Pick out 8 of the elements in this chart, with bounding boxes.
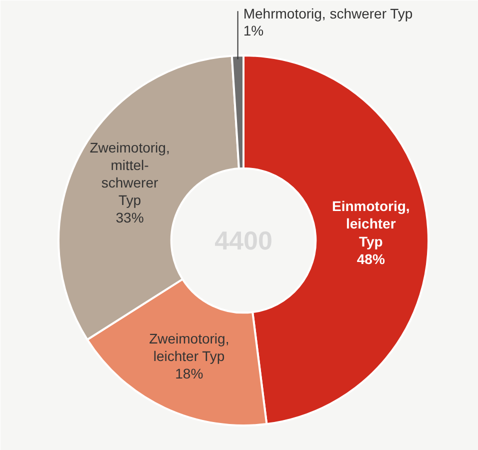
slice-label: Zweimotorig, mittel- schwerer Typ [90,139,170,208]
slice-label: Einmotorig, leichter Typ [332,198,410,250]
slice-label: Mehrmotorig, schwerer Typ [243,6,413,22]
slice-label: Zweimotorig, leichter Typ [149,330,230,364]
data-label: 18% [175,366,204,382]
data-label: 1% [243,22,264,38]
data-label: 48% [356,250,386,267]
data-label: 33% [116,210,144,226]
